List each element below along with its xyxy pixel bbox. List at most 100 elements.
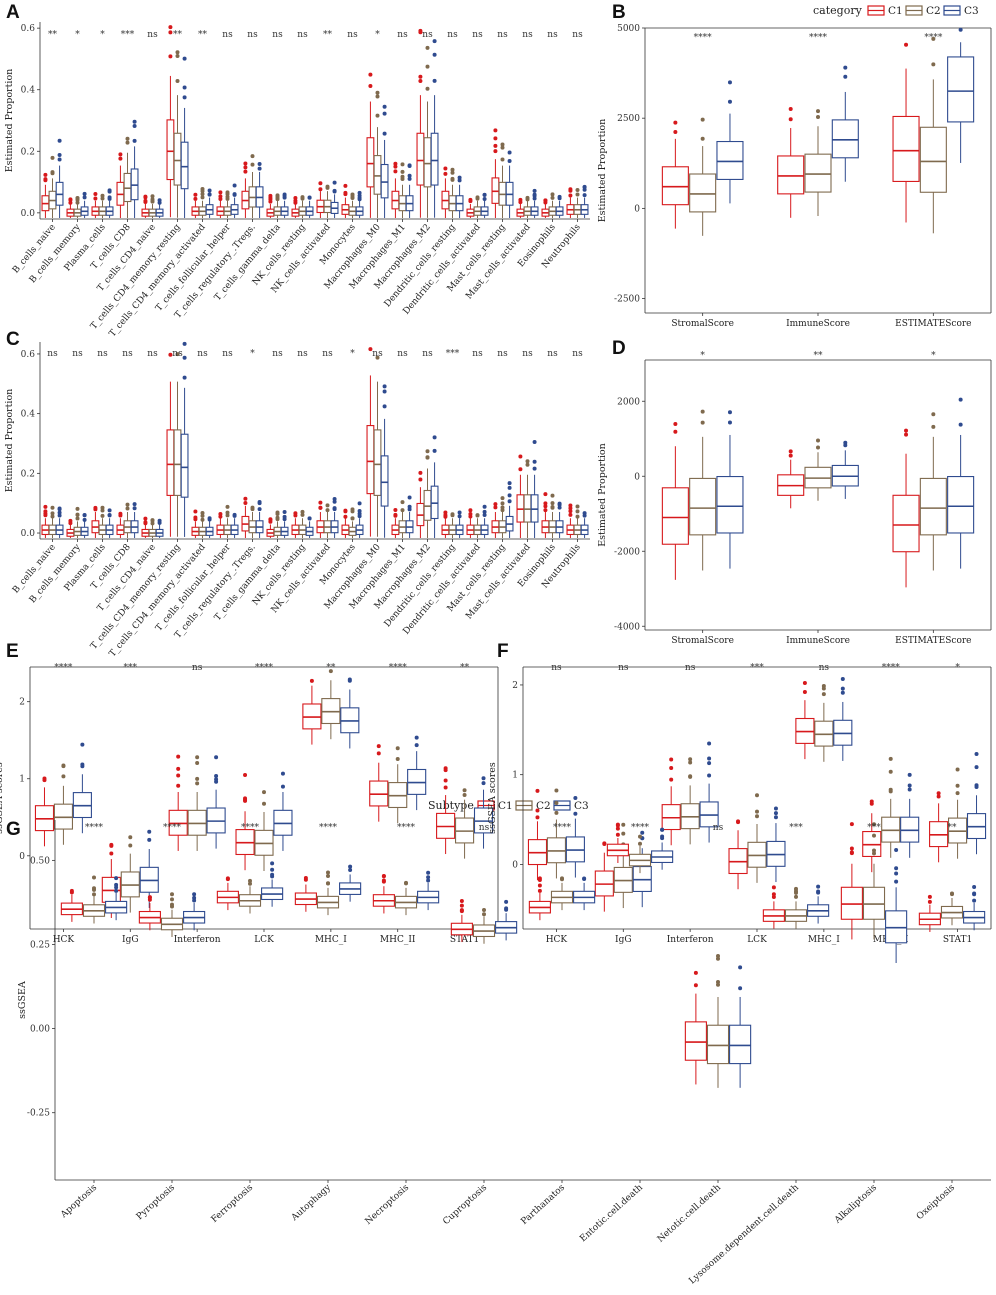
- outlier-point: [143, 520, 148, 525]
- outlier-point: [794, 894, 798, 899]
- outlier-point: [560, 876, 564, 881]
- box-C3: [305, 516, 314, 539]
- box-C2: [784, 886, 808, 929]
- outlier-point: [432, 52, 437, 57]
- legend-items: C1 C2 C3: [867, 5, 979, 17]
- outlier-point: [100, 513, 105, 518]
- box-C2: [148, 194, 157, 219]
- outlier-point: [974, 752, 979, 757]
- significance-label: **: [173, 30, 183, 40]
- box-body: [366, 137, 375, 188]
- box-C2: [173, 50, 182, 218]
- outlier-point: [143, 198, 148, 203]
- outlier-point: [207, 516, 212, 521]
- outlier-point: [849, 850, 854, 855]
- outlier-point: [443, 768, 448, 773]
- outlier-point: [168, 352, 173, 357]
- box-C2: [862, 822, 886, 940]
- outlier-point: [771, 895, 776, 900]
- outlier-point: [568, 509, 573, 514]
- outlier-point: [450, 513, 455, 518]
- x-tick-label: HCK: [53, 935, 75, 945]
- y-axis-title: Estimated Proportion: [4, 389, 15, 493]
- significance-label: *: [375, 30, 380, 40]
- significance-label: ****: [54, 663, 73, 673]
- outlier-point: [132, 124, 137, 129]
- outlier-point: [350, 507, 355, 512]
- outlier-point: [707, 761, 712, 766]
- x-tick-label: ESTIMATEScore: [895, 636, 971, 646]
- outlier-point: [673, 130, 678, 135]
- outlier-point: [218, 512, 223, 517]
- outlier-point: [482, 504, 487, 509]
- outlier-point: [50, 170, 55, 175]
- significance-label: ns: [147, 349, 158, 359]
- outlier-point: [93, 505, 98, 510]
- box-C3: [430, 435, 439, 539]
- outlier-point: [500, 505, 505, 510]
- outlier-point: [554, 801, 559, 806]
- box-body: [892, 115, 920, 182]
- outlier-point: [950, 892, 954, 897]
- outlier-point: [621, 822, 626, 827]
- outlier-point: [821, 692, 826, 697]
- y-tick-label: 0: [512, 860, 518, 870]
- box-C2: [98, 505, 107, 539]
- outlier-point: [532, 459, 537, 464]
- outlier-point: [450, 176, 455, 181]
- outlier-point: [700, 117, 705, 122]
- box-body: [840, 886, 863, 920]
- outlier-point: [407, 495, 412, 500]
- y-tick-label: -0.25: [27, 1109, 50, 1119]
- outlier-point: [425, 64, 430, 69]
- outlier-point: [688, 774, 693, 779]
- outlier-point: [727, 99, 732, 104]
- outlier-point: [615, 832, 620, 837]
- box-C1: [366, 72, 375, 218]
- x-tick-label: Parthanatos: [520, 1183, 568, 1227]
- box-C2: [947, 767, 968, 859]
- outlier-point: [368, 84, 373, 89]
- outlier-point: [176, 766, 181, 771]
- outlier-point: [700, 409, 705, 414]
- outlier-point: [432, 448, 437, 453]
- outlier-point: [75, 506, 80, 511]
- box-C3: [807, 884, 830, 924]
- box-C1: [566, 503, 575, 539]
- x-tick-label: StromalScore: [671, 319, 734, 329]
- box-body: [919, 477, 947, 536]
- x-tick-label: Autophagy: [289, 1182, 334, 1224]
- outlier-point: [673, 421, 678, 426]
- box-C2: [48, 505, 57, 539]
- outlier-point: [270, 872, 275, 877]
- outlier-point: [280, 771, 285, 776]
- panel-label: F: [497, 641, 509, 662]
- box-C1: [527, 788, 548, 881]
- outlier-point: [232, 183, 237, 188]
- outlier-point: [407, 504, 412, 509]
- outlier-point: [257, 507, 262, 512]
- outlier-point: [575, 504, 580, 509]
- outlier-point: [500, 157, 505, 162]
- significance-label: ns: [147, 30, 158, 40]
- y-tick-label: 0: [19, 852, 25, 862]
- outlier-point: [543, 492, 548, 497]
- box-C3: [340, 677, 360, 749]
- x-tick-label: STAT1: [943, 935, 972, 945]
- box-C1: [466, 197, 475, 219]
- box-C2: [223, 190, 232, 219]
- outlier-point: [407, 176, 412, 181]
- outlier-point: [443, 513, 448, 518]
- outlier-point: [872, 851, 876, 856]
- outlier-point: [195, 781, 200, 786]
- significance-label: **: [198, 30, 208, 40]
- significance-label: ***: [121, 30, 135, 40]
- x-tick-label: StromalScore: [671, 636, 734, 646]
- outlier-point: [493, 143, 498, 148]
- box-C1: [566, 187, 575, 219]
- outlier-point: [347, 677, 352, 682]
- y-tick-label: 1: [19, 775, 25, 785]
- significance-label: ****: [397, 823, 416, 833]
- box-C3: [473, 776, 494, 849]
- outlier-point: [638, 841, 642, 846]
